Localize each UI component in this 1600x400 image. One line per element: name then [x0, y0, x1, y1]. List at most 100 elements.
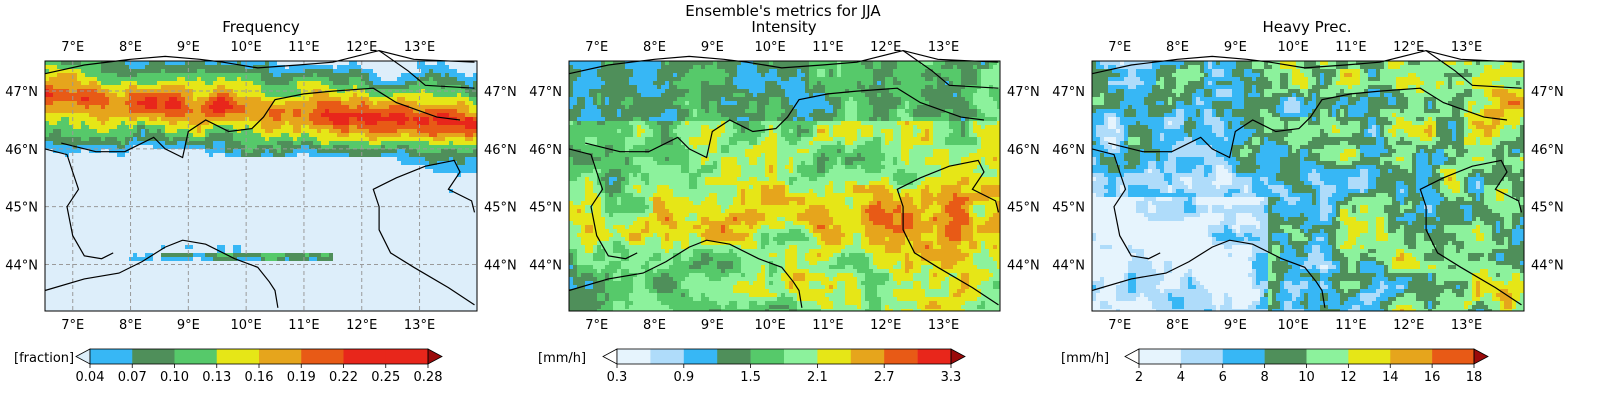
field-cell	[65, 73, 69, 77]
field-cell	[137, 161, 141, 165]
field-cell	[361, 93, 365, 97]
field-cell	[341, 221, 345, 225]
field-cell	[221, 233, 225, 237]
field-cell	[329, 233, 333, 237]
field-cell	[57, 237, 61, 241]
field-cell	[93, 185, 97, 189]
field-cell	[145, 241, 149, 245]
field-cell	[93, 81, 97, 85]
field-cell	[373, 145, 377, 149]
field-cell	[393, 129, 397, 133]
field-cell	[457, 181, 461, 185]
field-cell	[121, 141, 125, 145]
field-cell	[181, 61, 185, 65]
field-cell	[277, 197, 281, 201]
field-cell	[329, 145, 333, 149]
field-cell	[437, 97, 441, 101]
field-cell	[325, 93, 329, 97]
field-cell	[113, 97, 117, 101]
field-cell	[393, 117, 397, 121]
field-cell	[109, 245, 113, 249]
field-cell	[305, 185, 309, 189]
field-cell	[381, 181, 385, 185]
field-cell	[445, 81, 449, 85]
field-cell	[69, 161, 73, 165]
field-cell	[209, 85, 213, 89]
field-cell	[441, 217, 445, 221]
field-cell	[57, 157, 61, 161]
field-cell	[337, 161, 341, 165]
field-cell	[49, 93, 53, 97]
field-cell	[333, 233, 337, 237]
field-cell	[405, 97, 409, 101]
field-cell	[233, 169, 237, 173]
field-cell	[169, 225, 173, 229]
field-cell	[145, 237, 149, 241]
field-cell	[185, 229, 189, 233]
field-cell	[289, 113, 293, 117]
field-cell	[45, 141, 49, 145]
field-cell	[429, 109, 433, 113]
field-cell	[473, 73, 477, 77]
field-cell	[213, 61, 217, 65]
field-cell	[65, 65, 69, 69]
field-cell	[213, 213, 217, 217]
field-cell	[329, 241, 333, 245]
field-cell	[113, 177, 117, 181]
field-cell	[61, 229, 65, 233]
field-cell	[221, 157, 225, 161]
field-cell	[441, 233, 445, 237]
field-cell	[353, 69, 357, 73]
field-cell	[137, 65, 141, 69]
field-cell	[265, 193, 269, 197]
field-cell	[381, 81, 385, 85]
field-cell	[297, 101, 301, 105]
field-cell	[281, 197, 285, 201]
field-cell	[393, 209, 397, 213]
field-cell	[201, 101, 205, 105]
field-cell	[353, 153, 357, 157]
field-cell	[89, 177, 93, 181]
field-cell	[397, 93, 401, 97]
field-cell	[161, 189, 165, 193]
field-cell	[365, 93, 369, 97]
field-cell	[421, 177, 425, 181]
field-cell	[65, 113, 69, 117]
field-cell	[73, 185, 77, 189]
field-cell	[197, 77, 201, 81]
field-cell	[49, 109, 53, 113]
field-cell	[201, 229, 205, 233]
field-cell	[81, 177, 85, 181]
field-cell	[65, 77, 69, 81]
field-cell	[129, 149, 133, 153]
field-cell	[465, 193, 469, 197]
field-cell	[305, 93, 309, 97]
field-cell	[209, 241, 213, 245]
field-cell	[357, 189, 361, 193]
field-cell	[365, 173, 369, 177]
field-cell	[109, 129, 113, 133]
field-cell	[173, 169, 177, 173]
field-cell	[425, 129, 429, 133]
field-cell	[305, 125, 309, 129]
field-cell	[253, 121, 257, 125]
field-cell	[265, 221, 269, 225]
field-cell	[409, 241, 413, 245]
field-cell	[261, 161, 265, 165]
field-cell	[77, 197, 81, 201]
field-cell	[165, 65, 169, 69]
field-cell	[81, 129, 85, 133]
field-cell	[205, 61, 209, 65]
field-cell	[269, 209, 273, 213]
field-cell	[313, 213, 317, 217]
field-cell	[249, 153, 253, 157]
field-cell	[361, 225, 365, 229]
field-cell	[369, 109, 373, 113]
field-cell	[169, 93, 173, 97]
field-cell	[313, 69, 317, 73]
field-cell	[449, 221, 453, 225]
field-cell	[401, 177, 405, 181]
field-cell	[193, 101, 197, 105]
field-cell	[285, 133, 289, 137]
field-cell	[81, 209, 85, 213]
